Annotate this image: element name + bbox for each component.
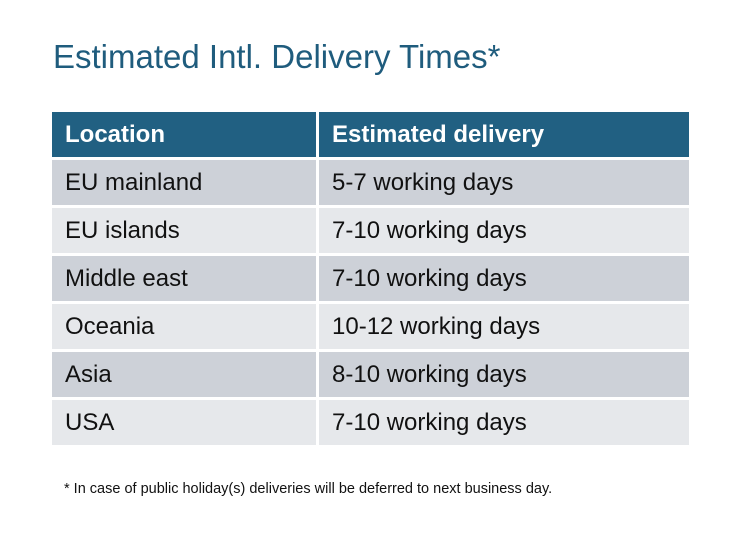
delivery-cell: 7-10 working days bbox=[319, 400, 689, 445]
location-cell: Asia bbox=[52, 352, 316, 397]
delivery-cell: 10-12 working days bbox=[319, 304, 689, 349]
column-header-location: Location bbox=[52, 112, 316, 157]
location-cell: Middle east bbox=[52, 256, 316, 301]
location-cell: USA bbox=[52, 400, 316, 445]
location-cell: EU mainland bbox=[52, 160, 316, 205]
table-row: EU islands 7-10 working days bbox=[52, 208, 689, 253]
delivery-cell: 5-7 working days bbox=[319, 160, 689, 205]
delivery-cell: 8-10 working days bbox=[319, 352, 689, 397]
delivery-cell: 7-10 working days bbox=[319, 256, 689, 301]
table-header-row: Location Estimated delivery bbox=[52, 112, 689, 157]
footnote: * In case of public holiday(s) deliverie… bbox=[64, 481, 553, 497]
page-title: Estimated Intl. Delivery Times* bbox=[53, 38, 501, 75]
table-row: USA 7-10 working days bbox=[52, 400, 689, 445]
column-header-estimated-delivery: Estimated delivery bbox=[319, 112, 689, 157]
table-row: EU mainland 5-7 working days bbox=[52, 160, 689, 205]
table-row: Oceania 10-12 working days bbox=[52, 304, 689, 349]
table-row: Asia 8-10 working days bbox=[52, 352, 689, 397]
location-cell: Oceania bbox=[52, 304, 316, 349]
delivery-cell: 7-10 working days bbox=[319, 208, 689, 253]
table-row: Middle east 7-10 working days bbox=[52, 256, 689, 301]
delivery-table: Location Estimated delivery EU mainland … bbox=[49, 109, 692, 448]
location-cell: EU islands bbox=[52, 208, 316, 253]
